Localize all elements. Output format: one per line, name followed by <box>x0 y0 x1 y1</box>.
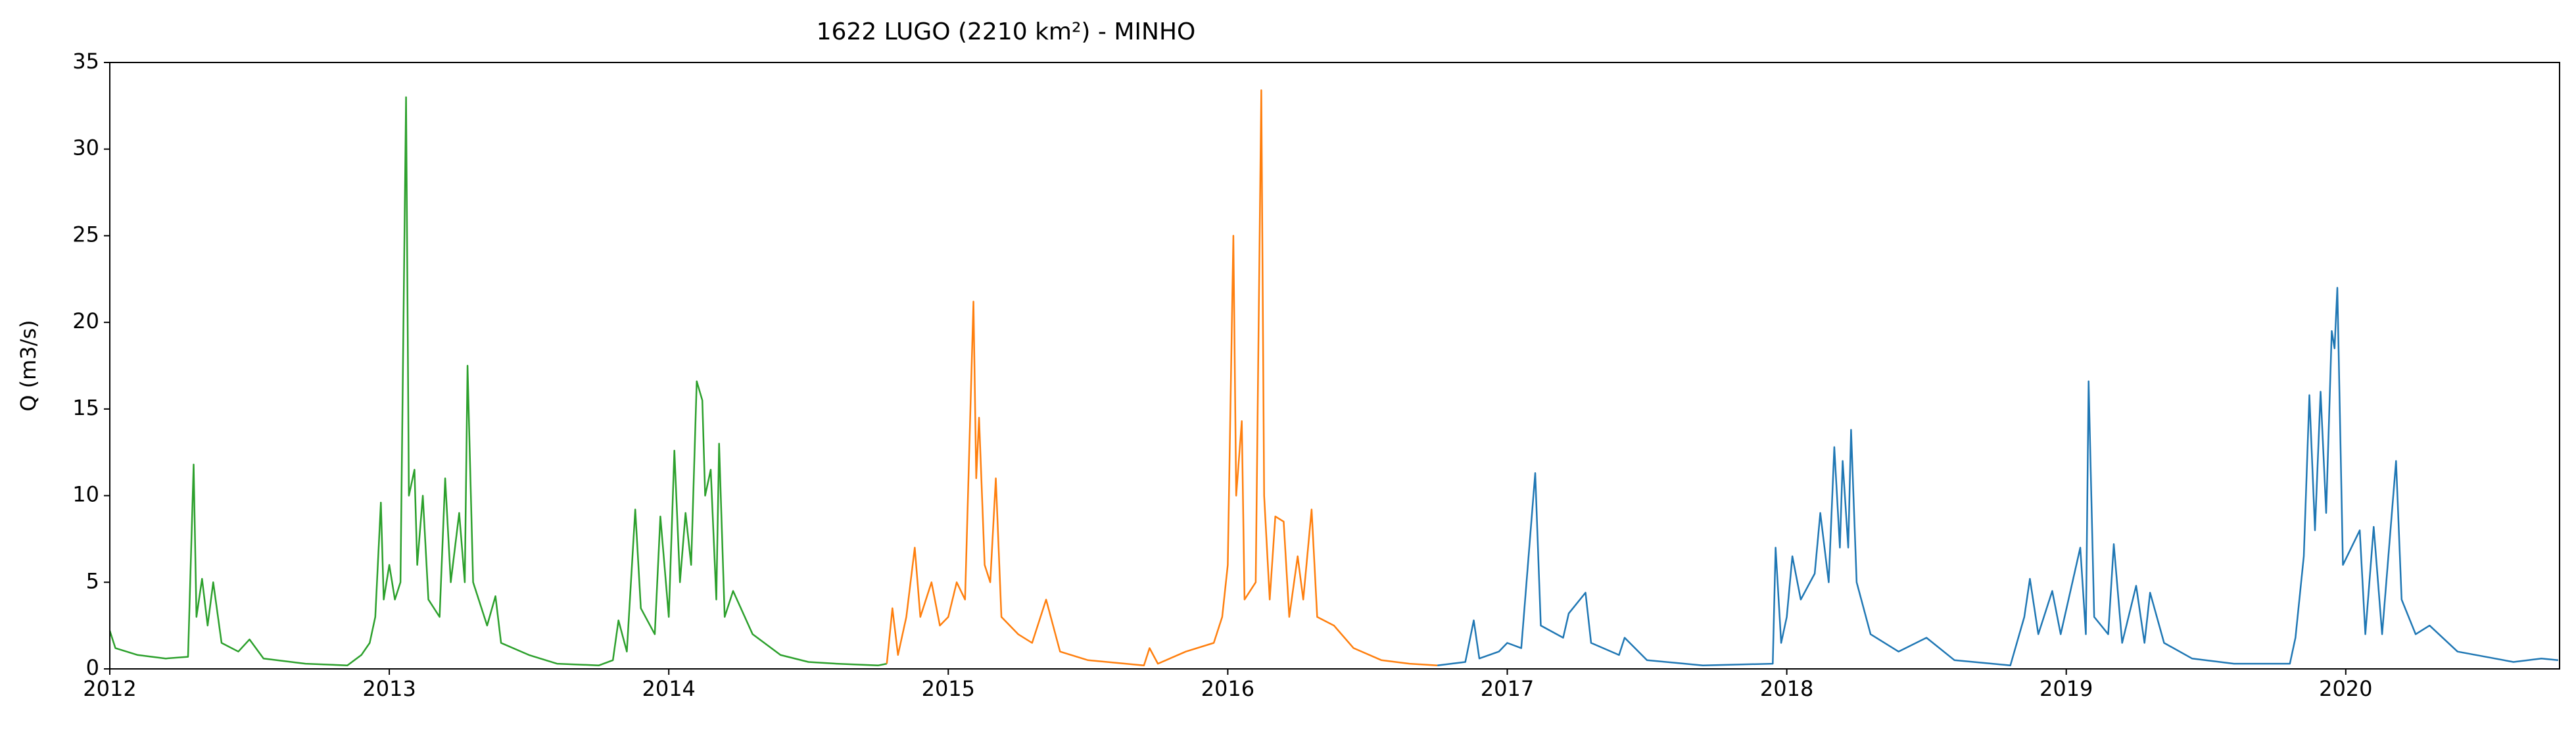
y-tick-label: 10 <box>72 482 99 507</box>
x-tick-label: 2019 <box>2039 676 2093 701</box>
series-line <box>108 96 888 666</box>
x-tick-label: 2012 <box>83 676 136 701</box>
chart-title: 1622 LUGO (2210 km²) - MINHO <box>817 18 1196 45</box>
x-tick-label: 2016 <box>1201 676 1254 701</box>
series-line <box>886 89 1438 666</box>
x-tick-label: 2020 <box>2319 676 2372 701</box>
y-tick-label: 30 <box>72 135 99 160</box>
y-tick-label: 20 <box>72 308 99 333</box>
series-line <box>1437 287 2559 666</box>
y-tick-label: 15 <box>72 395 99 420</box>
y-tick-label: 35 <box>72 49 99 74</box>
y-tick-label: 0 <box>86 655 99 680</box>
x-tick-label: 2018 <box>1760 676 1813 701</box>
y-tick-label: 25 <box>72 222 99 247</box>
x-tick-label: 2015 <box>922 676 975 701</box>
y-tick-label: 5 <box>86 568 99 593</box>
plot-frame <box>109 62 2560 670</box>
y-axis-label: Q (m3/s) <box>16 320 41 411</box>
x-tick-label: 2014 <box>642 676 695 701</box>
x-tick-label: 2013 <box>362 676 416 701</box>
x-tick-label: 2017 <box>1481 676 1534 701</box>
